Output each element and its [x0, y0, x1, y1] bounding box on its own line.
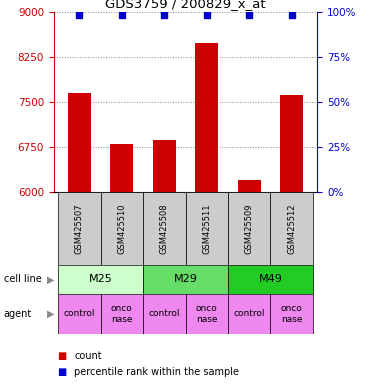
Text: ▶: ▶ — [47, 274, 55, 285]
Bar — [228, 192, 270, 265]
Bar — [110, 144, 134, 192]
Bar — [186, 192, 228, 265]
Text: ■: ■ — [58, 351, 67, 361]
Text: cell line: cell line — [4, 274, 42, 285]
Bar — [58, 294, 101, 334]
Text: GSM425509: GSM425509 — [245, 203, 254, 254]
Bar — [58, 265, 143, 294]
Text: count: count — [74, 351, 102, 361]
Bar — [143, 294, 186, 334]
Bar — [101, 294, 143, 334]
Text: control: control — [233, 310, 265, 318]
Bar — [228, 294, 270, 334]
Text: GSM425512: GSM425512 — [287, 203, 296, 254]
Bar — [280, 94, 303, 192]
Text: M29: M29 — [174, 274, 197, 285]
Text: GSM425511: GSM425511 — [202, 203, 211, 254]
Text: agent: agent — [4, 309, 32, 319]
Text: GSM425508: GSM425508 — [160, 203, 169, 254]
Bar — [143, 192, 186, 265]
Text: onco
nase: onco nase — [281, 304, 303, 324]
Bar — [228, 265, 313, 294]
Bar — [270, 192, 313, 265]
Text: onco
nase: onco nase — [111, 304, 133, 324]
Text: ■: ■ — [58, 367, 67, 377]
Text: onco
nase: onco nase — [196, 304, 218, 324]
Bar — [186, 294, 228, 334]
Bar — [58, 192, 101, 265]
Text: GSM425507: GSM425507 — [75, 203, 84, 254]
Text: GSM425510: GSM425510 — [117, 203, 126, 254]
Bar — [195, 43, 219, 192]
Bar — [237, 180, 261, 192]
Bar — [101, 192, 143, 265]
Text: M25: M25 — [89, 274, 112, 285]
Bar — [143, 265, 228, 294]
Text: percentile rank within the sample: percentile rank within the sample — [74, 367, 239, 377]
Bar — [152, 140, 176, 192]
Text: control: control — [63, 310, 95, 318]
Bar — [68, 93, 91, 192]
Title: GDS3759 / 200829_x_at: GDS3759 / 200829_x_at — [105, 0, 266, 10]
Text: M49: M49 — [259, 274, 282, 285]
Text: control: control — [148, 310, 180, 318]
Bar — [270, 294, 313, 334]
Text: ▶: ▶ — [47, 309, 55, 319]
